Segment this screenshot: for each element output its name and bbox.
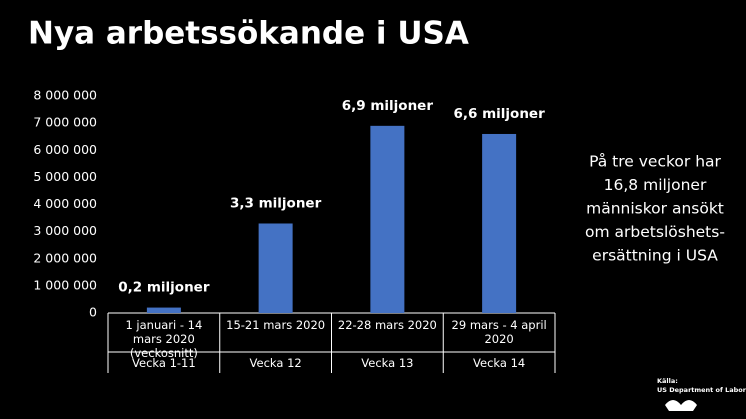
y-tick-label: 0 (89, 305, 97, 320)
bar (482, 133, 517, 313)
value-label: 6,6 miljoner (453, 106, 545, 122)
y-tick-label: 8 000 000 (33, 88, 97, 103)
y-tick-label: 6 000 000 (33, 142, 97, 157)
logo (665, 400, 697, 411)
x-tick-label: 22-28 mars 2020 (337, 318, 437, 332)
y-tick-label: 3 000 000 (33, 223, 97, 238)
annotation: 16,8 miljoner (604, 176, 707, 194)
value-label: 3,3 miljoner (230, 195, 322, 211)
annotation: På tre veckor har (589, 153, 721, 171)
x-tick-label: 15-21 mars 2020 (226, 318, 326, 332)
source: US Department of Labor (657, 386, 746, 394)
value-label: 6,9 miljoner (342, 98, 434, 114)
x-group-label: Vecka 12 (249, 356, 302, 370)
bar (146, 307, 181, 313)
bar (370, 125, 405, 314)
y-tick-label: 4 000 000 (33, 196, 97, 211)
x-group-label: Vecka 13 (361, 356, 414, 370)
chart-title: Nya arbetssökande i USA (28, 16, 469, 52)
y-tick-label: 7 000 000 (33, 115, 97, 130)
x-group-label: Vecka 14 (473, 356, 526, 370)
annotation: om arbetslöshets- (585, 223, 725, 241)
value-label: 0,2 miljoner (118, 280, 210, 296)
x-tick-label: 29 mars - 4 april 2020 (451, 318, 547, 346)
annotation: ersättning i USA (592, 247, 718, 265)
x-tick-label: 1 januari - 14 mars 2020 (veckosnitt) (125, 318, 203, 360)
x-group-label: Vecka 1-11 (132, 356, 196, 370)
y-tick-label: 5 000 000 (33, 169, 97, 184)
y-tick-label: 2 000 000 (33, 250, 97, 265)
bar (258, 223, 293, 313)
annotation: människor ansökt (586, 200, 724, 218)
y-tick-label: 1 000 000 (33, 277, 97, 292)
source: Källa: (657, 377, 678, 385)
